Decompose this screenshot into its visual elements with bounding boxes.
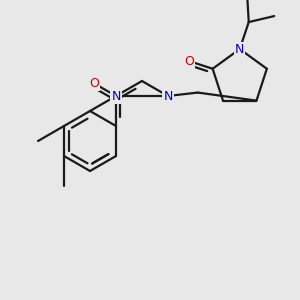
Text: N: N bbox=[235, 43, 244, 56]
Text: O: O bbox=[89, 77, 99, 90]
Text: N: N bbox=[111, 89, 121, 103]
Text: O: O bbox=[184, 55, 194, 68]
Text: N: N bbox=[163, 89, 172, 103]
